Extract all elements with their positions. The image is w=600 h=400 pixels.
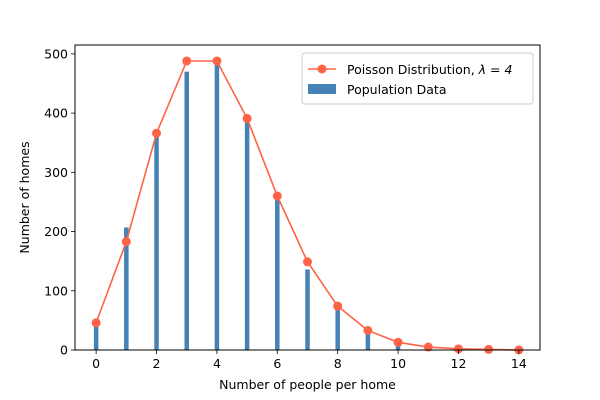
x-tick-label: 0: [92, 356, 100, 371]
poisson-point-13: [484, 344, 494, 354]
bar-7: [305, 269, 310, 350]
bar-5: [244, 120, 250, 350]
bar-1: [124, 227, 129, 350]
x-axis-title: Number of people per home: [219, 377, 396, 392]
legend-label-poisson-math: λ = 4: [478, 62, 513, 77]
legend-bar-swatch: [308, 84, 336, 94]
legend: Poisson Distribution, λ = 4 Population D…: [301, 52, 534, 105]
poisson-point-10: [393, 337, 403, 347]
x-tick-label: 2: [153, 356, 161, 371]
poisson-point-5: [242, 113, 252, 123]
line-layer: [91, 56, 524, 355]
bar-6: [275, 198, 280, 350]
poisson-point-8: [333, 301, 343, 311]
legend-label-poisson-prefix: Poisson Distribution,: [347, 62, 479, 77]
y-tick-label: 300: [44, 165, 68, 180]
x-tick-label: 10: [390, 356, 406, 371]
poisson-point-3: [182, 56, 192, 66]
poisson-point-9: [363, 325, 373, 335]
x-tick-label: 8: [334, 356, 342, 371]
poisson-point-0: [91, 318, 101, 328]
poisson-point-12: [453, 344, 463, 354]
y-tick-label: 100: [44, 283, 68, 298]
poisson-point-11: [423, 342, 433, 352]
poisson-point-4: [212, 56, 222, 66]
y-axis-title: Number of homes: [17, 141, 32, 253]
y-tick-label: 0: [60, 343, 68, 358]
legend-box: [301, 52, 534, 105]
y-tick-label: 200: [44, 224, 68, 239]
legend-label-population: Population Data: [347, 82, 447, 97]
bar-0: [93, 326, 99, 350]
bar-9: [365, 332, 371, 350]
y-tick-label: 400: [44, 106, 68, 121]
plot-frame: [74, 44, 541, 351]
x-tick-label: 6: [273, 356, 281, 371]
poisson-point-2: [152, 128, 162, 138]
poisson-point-7: [303, 257, 312, 267]
bar-8: [335, 308, 340, 350]
bar-4: [214, 62, 220, 350]
x-tick-label: 12: [451, 356, 467, 371]
x-tick-label: 14: [511, 356, 527, 371]
ticks-layer: 0 2 4 6 8 10 12 14 0 100 200 300 400 500: [44, 46, 527, 371]
poisson-point-1: [121, 237, 131, 247]
poisson-point-6: [272, 191, 282, 201]
x-tick-label: 4: [213, 356, 221, 371]
legend-marker-swatch: [317, 64, 327, 74]
bar-2: [154, 135, 159, 350]
legend-label-poisson: Poisson Distribution, λ = 4: [347, 62, 512, 77]
y-tick-label: 500: [44, 46, 68, 61]
bars-layer: [93, 62, 401, 350]
bar-10: [395, 345, 401, 350]
bar-3: [184, 71, 189, 350]
